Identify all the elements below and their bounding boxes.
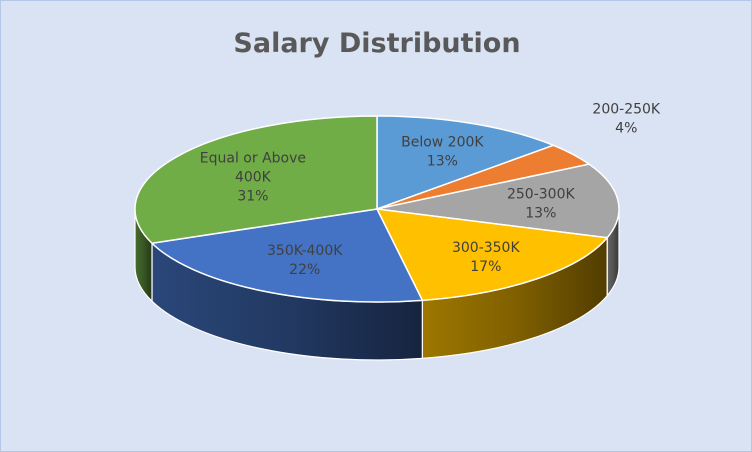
slice-below-200k bbox=[376, 115, 556, 211]
slice-labels: Below 200K 13% 200-250K 4% 250-300K 13% 300-35… bbox=[200, 101, 661, 278]
slice-label-300-350k: 300-350K 17% bbox=[452, 240, 520, 275]
slice-label-equal-or-above-400k: Equal or Above 400K 31% bbox=[200, 151, 306, 205]
slice-label-200-250k: 200-250K 4% bbox=[592, 101, 660, 136]
slice-label-below-200k: Below 200K 13% bbox=[401, 134, 484, 169]
slice-equal-or-above-400k bbox=[134, 115, 378, 245]
pie-slices bbox=[134, 115, 620, 303]
slice-label-350k-400k: 350K-400K 22% bbox=[267, 243, 343, 278]
slice-350k-400k bbox=[150, 208, 424, 303]
slice-250-300k bbox=[376, 163, 620, 239]
slice-300-350k bbox=[375, 208, 609, 302]
slice-label-250-300k: 250-300K 13% bbox=[507, 187, 575, 222]
chart-title: Salary Distribution bbox=[233, 28, 520, 59]
